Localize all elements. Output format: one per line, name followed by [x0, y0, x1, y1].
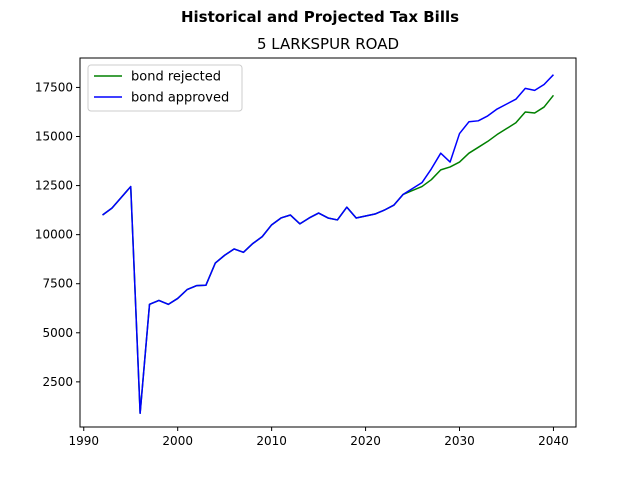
x-axis: 1990 2000 2010 2020 2030 2040	[68, 427, 569, 448]
x-tick-label: 1990	[68, 434, 99, 448]
x-tick-label: 2030	[444, 434, 475, 448]
legend-box	[87, 64, 243, 112]
y-tick-label: 2500	[42, 375, 73, 389]
y-axis: 2500 5000 7500 10000 12500 15000 17500	[35, 80, 80, 389]
y-tick-label: 15000	[35, 130, 73, 144]
plot-lines	[102, 74, 555, 415]
legend: bond rejected bond approved	[87, 64, 243, 112]
plot-frame	[79, 57, 577, 428]
chart-suptitle: Historical and Projected Tax Bills	[181, 8, 459, 26]
y-tick-label: 12500	[35, 179, 73, 193]
x-tick-label: 2020	[350, 434, 381, 448]
y-tick-label: 17500	[35, 80, 73, 94]
y-tick-label: 5000	[42, 326, 73, 340]
chart-title: 5 LARKSPUR ROAD	[257, 35, 399, 53]
series-line-bond-approved	[102, 74, 554, 415]
y-tick-label: 7500	[42, 277, 73, 291]
legend-label-bond-approved: bond approved	[131, 91, 229, 106]
series-line-bond-rejected	[102, 94, 555, 415]
y-tick-label: 10000	[35, 228, 73, 242]
x-tick-label: 2000	[162, 434, 193, 448]
x-tick-label: 2040	[538, 434, 569, 448]
x-tick-label: 2010	[256, 434, 287, 448]
legend-label-bond-rejected: bond rejected	[131, 70, 221, 85]
